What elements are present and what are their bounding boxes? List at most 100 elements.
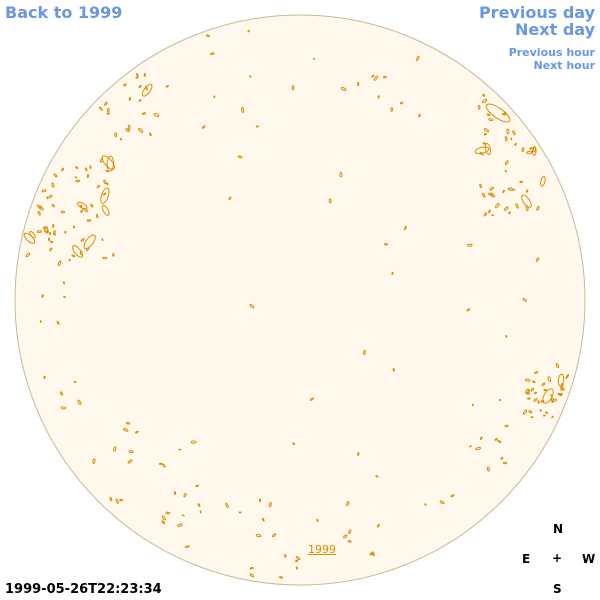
contour [209, 52, 215, 56]
contour [36, 204, 42, 209]
contour [551, 398, 558, 403]
contour [125, 128, 130, 133]
contour [483, 212, 488, 217]
contour [43, 375, 46, 379]
contour [60, 406, 67, 410]
contour [531, 380, 536, 384]
contour [135, 76, 139, 79]
contour [101, 155, 116, 170]
contour [477, 104, 481, 110]
contour [249, 566, 254, 570]
contour [113, 446, 117, 452]
contour [165, 85, 169, 88]
contour [498, 398, 502, 402]
contour [86, 174, 90, 178]
contour [525, 205, 529, 212]
contour [450, 494, 455, 498]
contour [467, 243, 473, 247]
contour [105, 169, 109, 173]
contour [145, 85, 148, 91]
contour [83, 234, 96, 250]
contour [114, 132, 118, 138]
year-link[interactable]: 1999 [308, 543, 336, 556]
contour [479, 436, 483, 440]
contour [89, 165, 92, 169]
contour [63, 295, 67, 299]
contour [515, 203, 519, 209]
contour [60, 210, 66, 214]
contour [512, 188, 516, 191]
contour [72, 245, 84, 258]
contour [162, 463, 166, 468]
contour [500, 457, 504, 460]
contour [530, 416, 534, 419]
contour [479, 183, 482, 189]
solar-disk [14, 14, 586, 586]
compass-center: + [552, 551, 563, 565]
contour [316, 518, 319, 522]
contour [73, 380, 77, 384]
compass-west: W [582, 552, 596, 566]
next-hour-link[interactable]: Next hour [533, 59, 596, 72]
contour [255, 125, 259, 128]
contour [514, 142, 517, 146]
contour [53, 173, 58, 178]
contour [43, 226, 49, 233]
contour [542, 414, 546, 417]
contour [261, 517, 265, 522]
contour [521, 147, 525, 153]
contour [75, 166, 79, 169]
back-link[interactable]: Back to 1999 [5, 3, 123, 22]
contour [474, 146, 490, 155]
contour [534, 371, 539, 374]
contour [483, 128, 490, 133]
contour [213, 95, 216, 99]
contour [77, 399, 82, 405]
timestamp: 1999-05-26T22:23:34 [5, 582, 162, 597]
contour [495, 203, 500, 209]
contour [159, 462, 163, 465]
contour [356, 82, 360, 87]
contour [376, 523, 380, 528]
contour [165, 511, 171, 515]
contour [328, 198, 332, 204]
contour [51, 182, 55, 188]
contour [545, 411, 549, 414]
contour [103, 101, 108, 106]
contour [49, 240, 54, 244]
contour [79, 250, 83, 256]
contour [225, 502, 229, 508]
contour [295, 566, 298, 570]
contour [555, 363, 559, 369]
contour [228, 196, 232, 201]
next-day-link[interactable]: Next day [515, 20, 595, 39]
contour [101, 204, 110, 216]
contour [247, 29, 250, 33]
contour [173, 491, 177, 495]
contour [95, 213, 99, 219]
contour [347, 540, 352, 543]
contour [120, 137, 123, 141]
contour [143, 72, 146, 77]
contour [96, 184, 100, 189]
contour [481, 192, 486, 198]
contour [249, 303, 255, 309]
previous-hour-link[interactable]: Previous hour [508, 46, 595, 59]
contour [488, 209, 491, 214]
contour-layer [23, 29, 570, 579]
contour [489, 186, 494, 191]
compass-east: E [522, 552, 531, 566]
contour [197, 503, 201, 507]
contour [510, 137, 513, 141]
contour [439, 500, 445, 505]
contour [294, 559, 299, 563]
contour [533, 391, 538, 395]
contour [375, 475, 379, 478]
contour [115, 498, 120, 504]
contour [559, 393, 563, 396]
contour [526, 189, 529, 193]
previous-day-link[interactable]: Previous day [478, 3, 595, 22]
contour [542, 388, 554, 404]
contour [92, 458, 96, 464]
contour [77, 201, 88, 210]
